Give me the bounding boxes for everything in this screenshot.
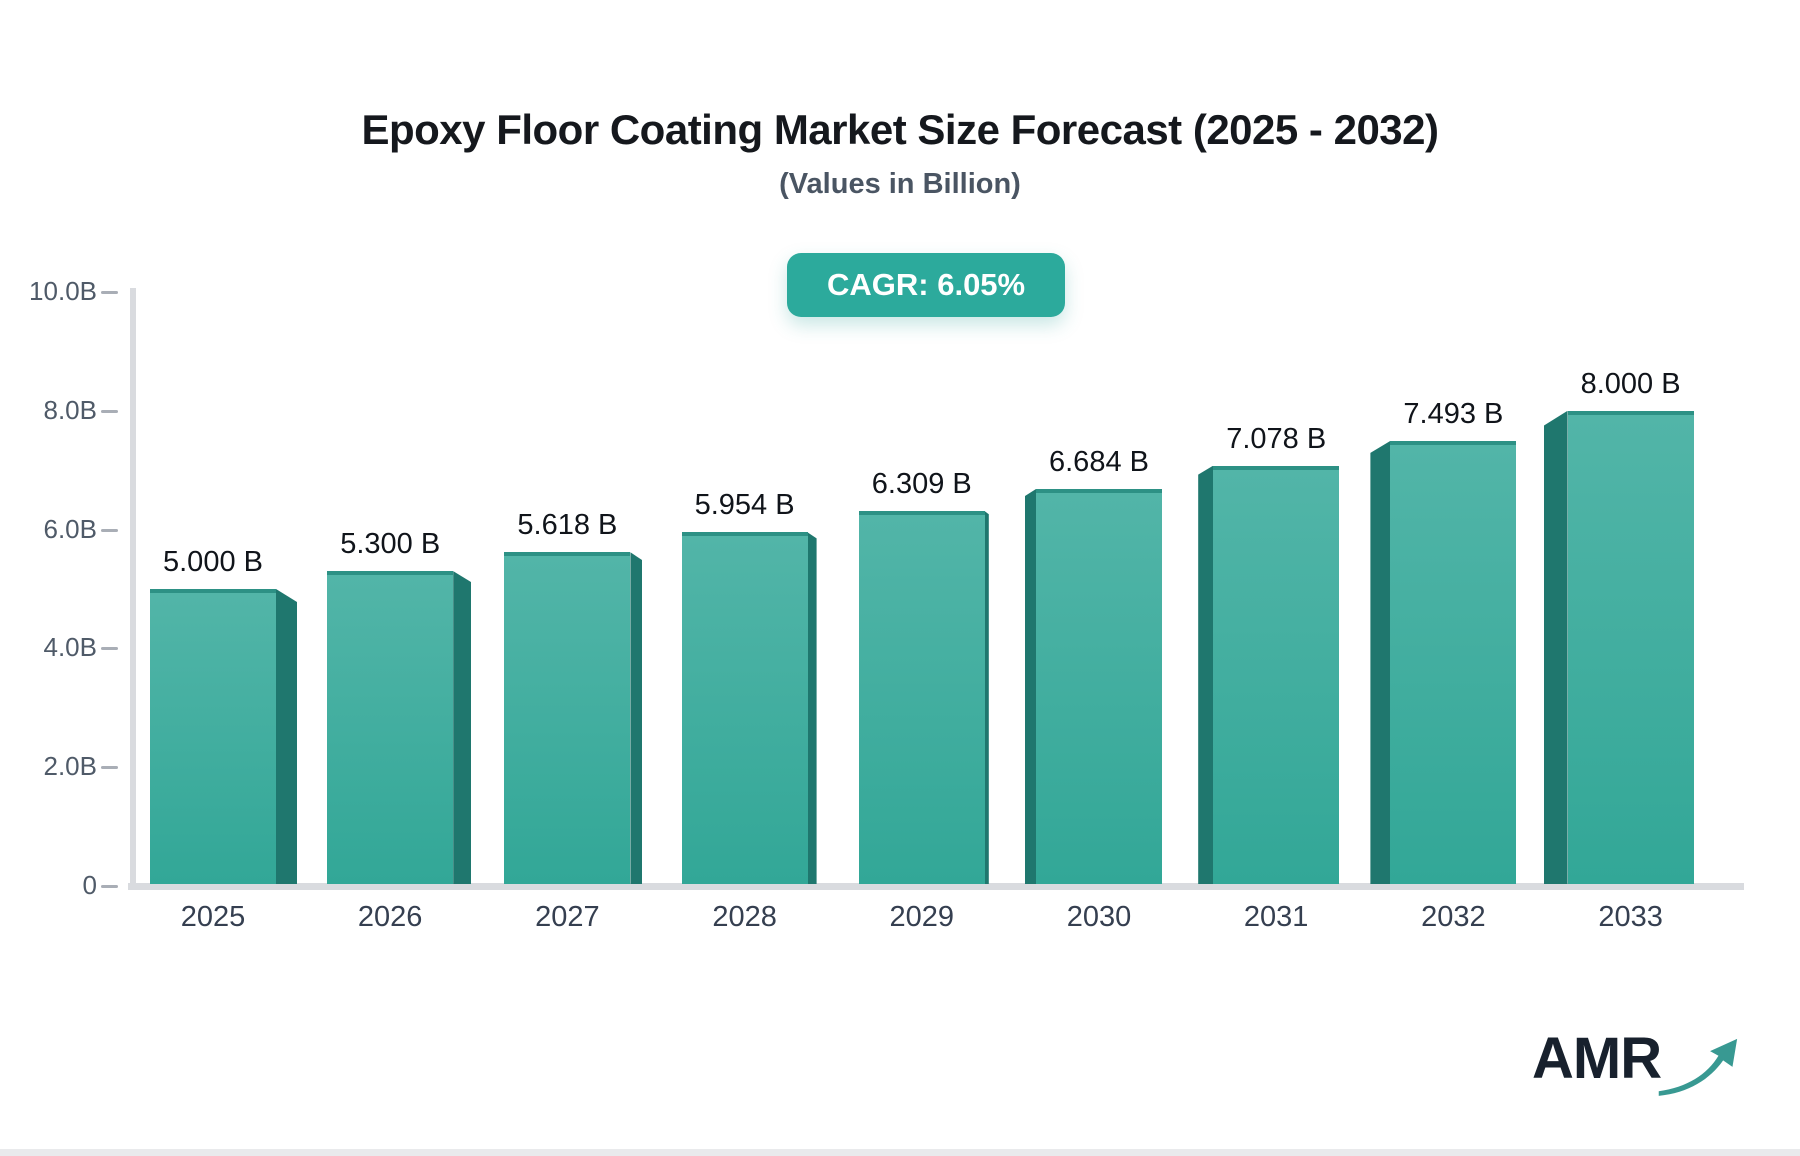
bar-2032 (1390, 440, 1517, 884)
bar-value-label-2028: 5.954 B (694, 489, 795, 522)
x-tick-label-2032: 2032 (1421, 901, 1486, 933)
y-tick-mark (101, 766, 118, 770)
bar-side-2025 (276, 589, 297, 884)
amr-logo: AMR (1532, 1030, 1739, 1100)
bar-side-2030 (1025, 488, 1036, 884)
x-tick-label-2029: 2029 (889, 901, 955, 933)
bar-2028 (681, 532, 808, 884)
y-tick-label: 2.0B (43, 751, 98, 782)
bar-side-2028 (807, 532, 817, 884)
y-tick-label: 8.0B (43, 394, 98, 425)
bar-2025 (150, 589, 276, 884)
bar-2030 (1036, 488, 1162, 884)
x-axis-line (128, 883, 1744, 890)
x-tick-label-2028: 2028 (712, 901, 777, 933)
bar-value-label-2026: 5.300 B (340, 528, 441, 561)
bar-value-label-2030: 6.684 B (1049, 445, 1149, 478)
x-tick-label-2031: 2031 (1243, 901, 1309, 933)
y-tick-mark (101, 647, 118, 651)
chart-title: Epoxy Floor Coating Market Size Forecast… (361, 106, 1439, 153)
x-tick-label-2030: 2030 (1066, 901, 1132, 933)
bar-2029 (858, 511, 985, 884)
y-tick-mark (101, 291, 118, 294)
bar-value-label-2027: 5.618 B (517, 509, 618, 542)
bar-side-2031 (1198, 465, 1214, 884)
cagr-badge-label: CAGR: 6.05% (827, 267, 1026, 302)
y-tick-label: 10.0B (29, 276, 97, 306)
y-tick-label: 0 (82, 870, 97, 900)
cagr-badge: CAGR: 6.05% (787, 253, 1066, 317)
x-tick-label-2026: 2026 (357, 901, 423, 933)
bar-side-2029 (984, 511, 989, 884)
bar-side-2027 (630, 552, 643, 884)
bar-side-2032 (1370, 440, 1391, 884)
bar-2027 (504, 552, 631, 884)
trend-up-arrow-icon (1658, 1038, 1738, 1096)
bar-value-label-2031: 7.078 B (1226, 422, 1327, 455)
bar-2033 (1567, 410, 1694, 884)
bar-value-label-2029: 6.309 B (871, 468, 972, 501)
bar-2031 (1213, 465, 1340, 884)
bar-side-2033 (1543, 410, 1568, 884)
x-tick-label-2025: 2025 (180, 901, 246, 933)
bar-value-label-2032: 7.493 B (1403, 397, 1504, 430)
x-tick-label-2027: 2027 (535, 901, 600, 933)
y-tick-mark (101, 409, 118, 413)
y-tick-label: 4.0B (43, 632, 98, 663)
y-tick-mark (101, 528, 118, 532)
card-bottom-edge (0, 1149, 1800, 1156)
x-tick-label-2033: 2033 (1598, 901, 1663, 933)
bar-value-label-2033: 8.000 B (1580, 367, 1681, 400)
y-tick-label: 6.0B (43, 513, 98, 544)
amr-logo-text: AMR (1532, 1026, 1662, 1091)
bar-side-2026 (453, 571, 472, 884)
bar-2026 (327, 571, 454, 884)
y-axis-line (130, 288, 136, 890)
y-tick-mark (101, 885, 118, 888)
bar-value-label-2025: 5.000 B (163, 546, 263, 578)
chart-subtitle: (Values in Billion) (779, 168, 1021, 200)
